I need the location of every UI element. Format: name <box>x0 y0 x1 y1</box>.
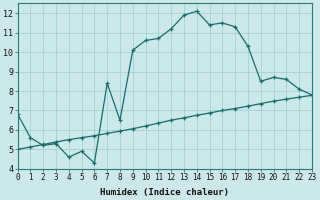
X-axis label: Humidex (Indice chaleur): Humidex (Indice chaleur) <box>100 188 229 197</box>
